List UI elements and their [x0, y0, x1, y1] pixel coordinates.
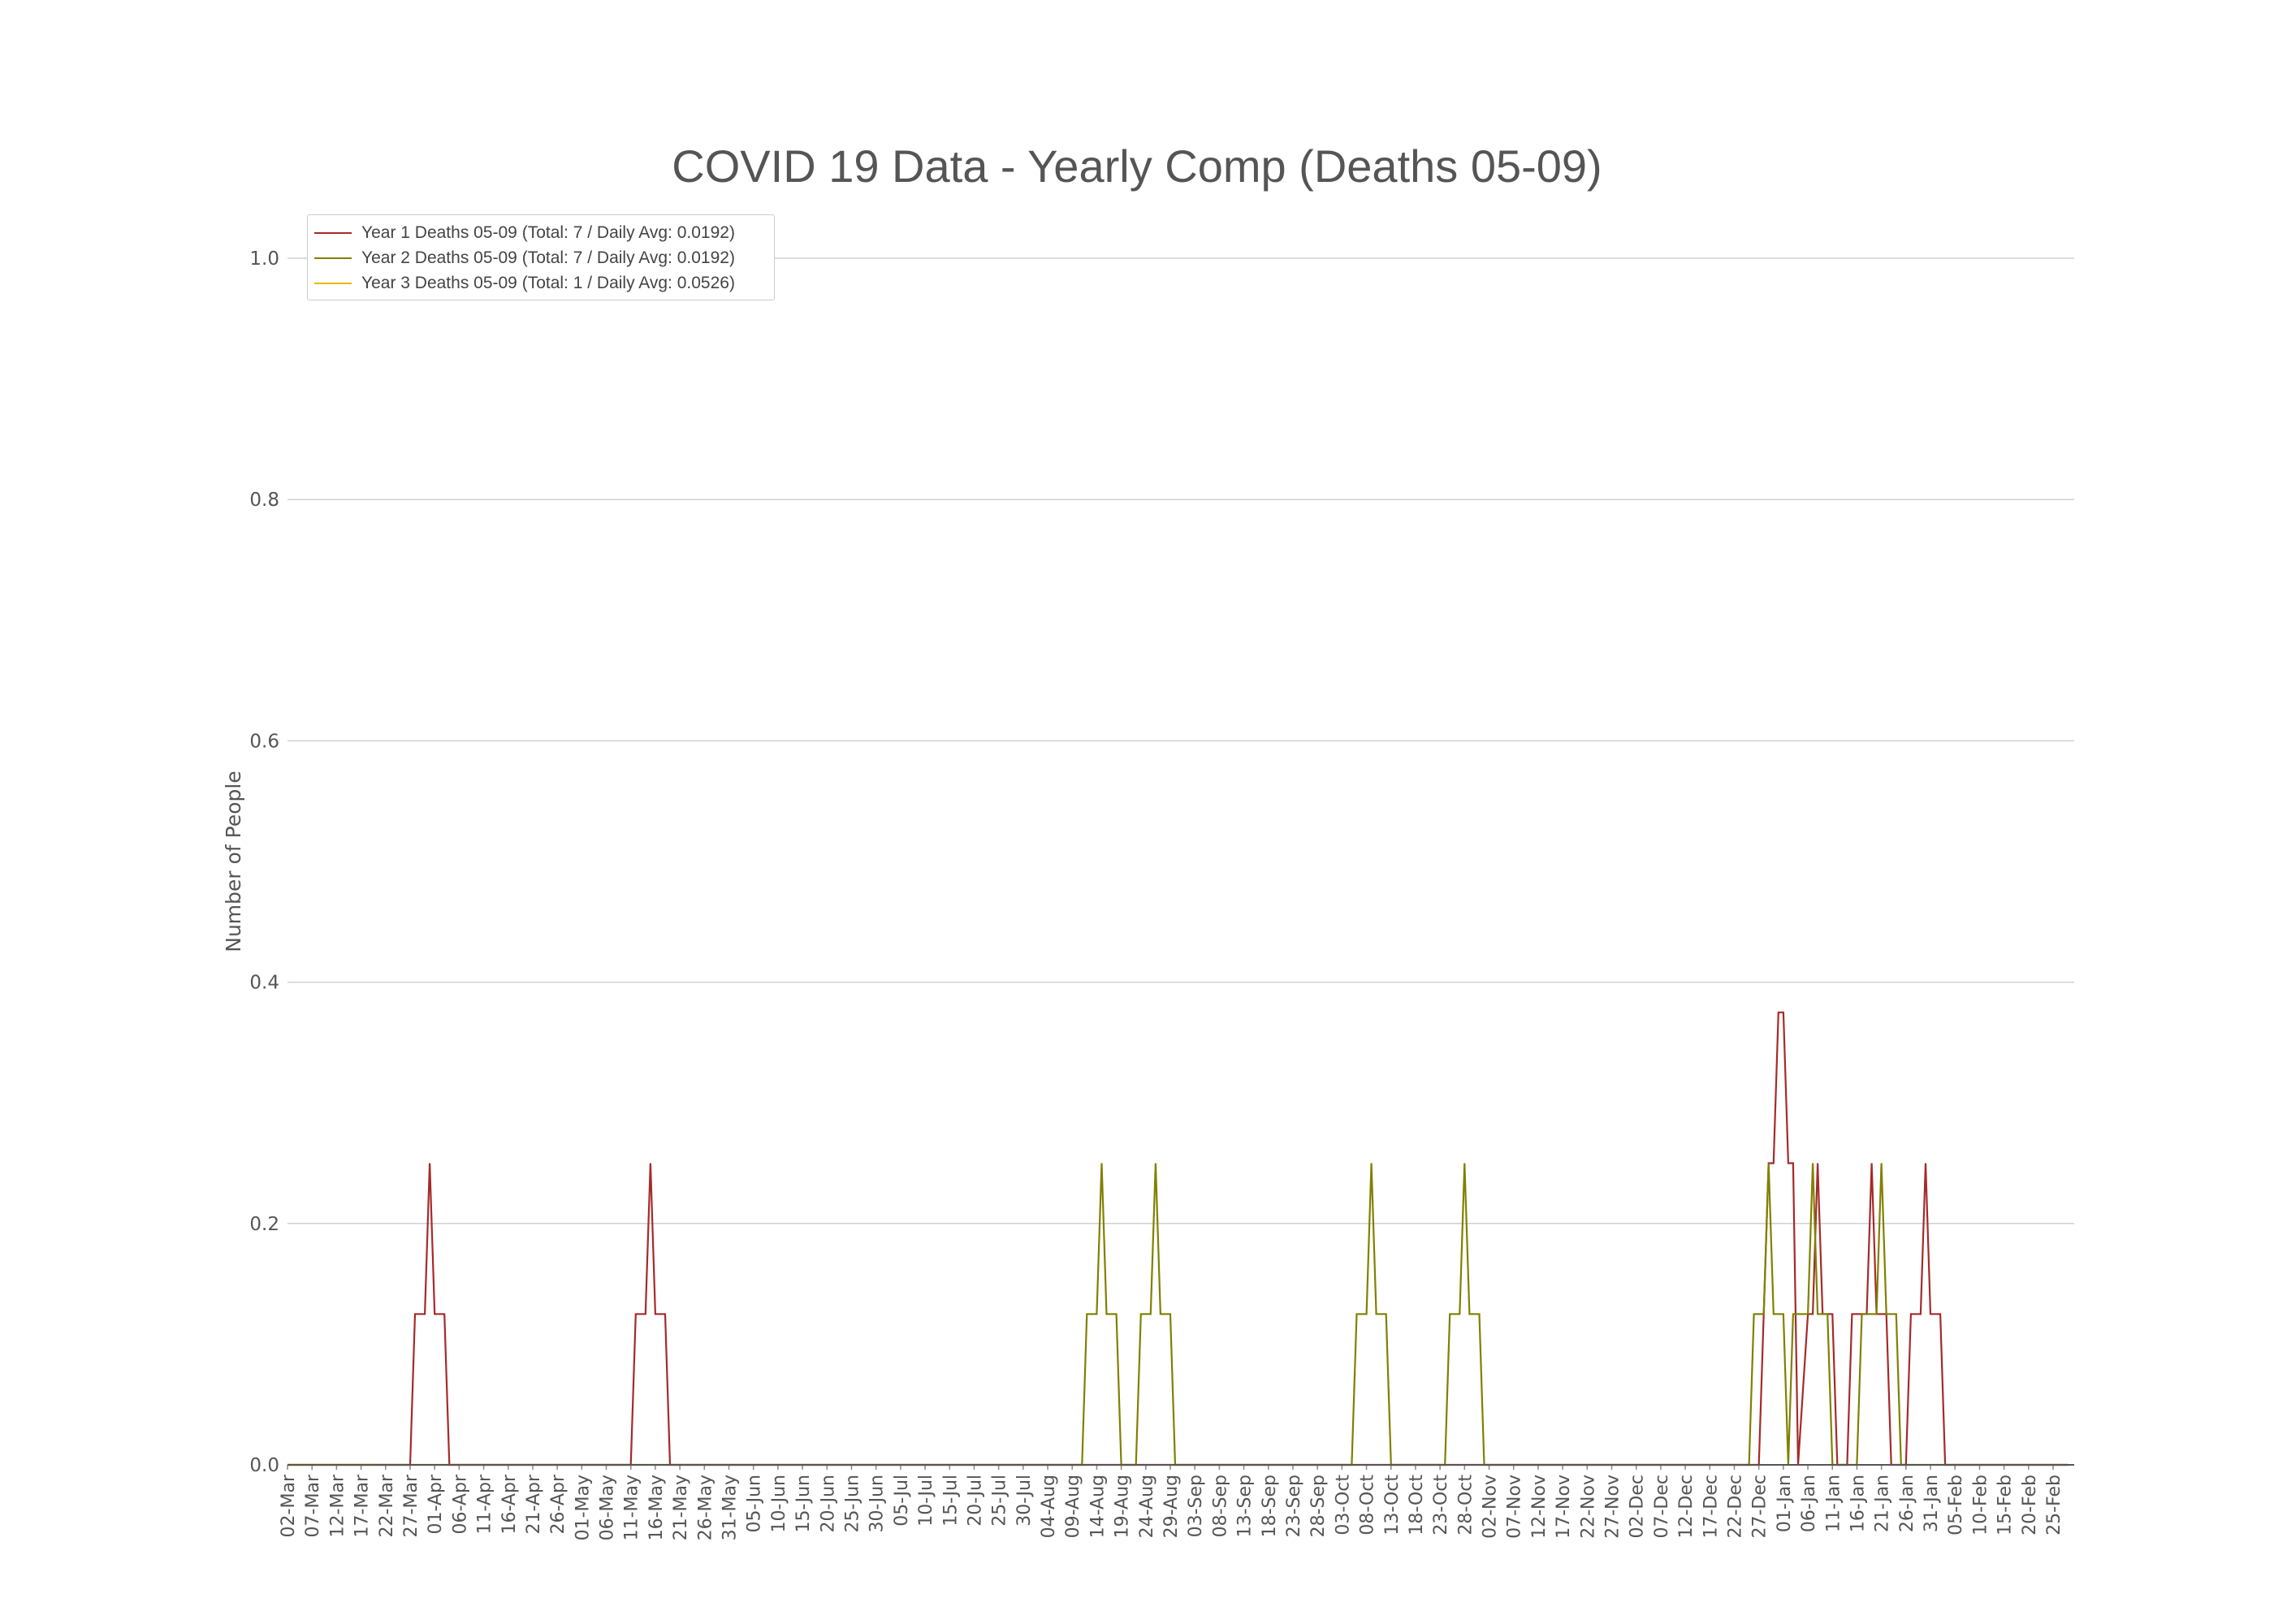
x-tick-label: 04-Aug [1039, 1475, 1059, 1538]
x-tick-label: 02-Nov [1481, 1475, 1501, 1539]
x-tick-label: 01-Jan [1775, 1475, 1795, 1532]
x-tick-label: 06-Apr [450, 1474, 470, 1534]
legend-label-year-2: Year 2 Deaths 05-09 (Total: 7 / Daily Av… [361, 248, 735, 267]
x-tick-label: 27-Dec [1750, 1475, 1770, 1539]
x-tick-label: 12-Dec [1676, 1475, 1697, 1539]
legend-swatch-year-2 [314, 257, 352, 259]
y-tick-label: 0.2 [249, 1214, 279, 1235]
x-tick-label: 20-Feb [2020, 1475, 2040, 1535]
x-tick-label: 31-May [720, 1475, 741, 1540]
x-tick-label: 11-Apr [475, 1474, 495, 1534]
x-tick-label: 12-Mar [327, 1474, 348, 1537]
x-tick-label: 28-Oct [1455, 1475, 1476, 1535]
x-tick-label: 05-Jun [745, 1475, 765, 1533]
x-tick-label: 02-Mar [279, 1474, 299, 1537]
y-tick-label: 0.6 [249, 731, 279, 752]
x-tick-label: 19-Aug [1113, 1475, 1133, 1538]
x-tick-label: 15-Jul [940, 1475, 961, 1527]
x-tick-label: 05-Jul [892, 1475, 912, 1527]
x-tick-label: 26-May [695, 1475, 715, 1540]
x-tick-label: 17-Mar [352, 1474, 373, 1537]
x-tick-label: 07-Mar [303, 1474, 323, 1537]
x-tick-label: 13-Sep [1235, 1475, 1256, 1537]
x-tick-label: 13-Oct [1382, 1475, 1403, 1535]
x-tick-label: 16-Apr [499, 1474, 520, 1534]
x-tick-label: 24-Aug [1137, 1475, 1157, 1538]
x-tick-label: 03-Oct [1333, 1475, 1353, 1535]
x-tick-label: 23-Oct [1431, 1475, 1451, 1535]
x-tick-label: 15-Feb [1995, 1475, 2016, 1535]
x-tick-label: 07-Dec [1652, 1475, 1672, 1539]
x-tick-label: 02-Dec [1628, 1475, 1648, 1539]
legend-item-year-1: Year 1 Deaths 05-09 (Total: 7 / Daily Av… [314, 221, 735, 245]
legend-swatch-year-3 [314, 283, 352, 284]
x-tick-label: 18-Sep [1260, 1475, 1280, 1537]
x-tick-label: 09-Aug [1063, 1475, 1083, 1538]
x-tick-label: 10-Feb [1970, 1475, 1991, 1535]
x-tick-label: 11-May [622, 1475, 642, 1540]
x-tick-label: 30-Jul [1014, 1475, 1035, 1527]
series-line-year-1 [287, 1011, 2069, 1466]
x-tick-label: 21-Apr [524, 1474, 544, 1534]
x-tick-label: 20-Jun [818, 1475, 838, 1533]
x-tick-label: 05-Feb [1946, 1475, 1966, 1535]
x-tick-label: 26-Jan [1897, 1475, 1917, 1532]
x-tick-label: 17-Nov [1554, 1475, 1574, 1539]
x-tick-label: 08-Oct [1358, 1475, 1378, 1535]
y-tick-label: 1.0 [249, 248, 279, 270]
x-tick-label: 07-Nov [1505, 1475, 1525, 1539]
x-tick-label: 10-Jul [916, 1475, 936, 1527]
x-tick-label: 14-Aug [1087, 1475, 1108, 1538]
x-tick-label: 16-May [646, 1475, 667, 1540]
y-tick-label: 0.4 [249, 973, 279, 994]
x-tick-label: 10-Jun [769, 1475, 789, 1533]
x-tick-label: 21-May [671, 1475, 691, 1540]
series-line-year-2 [287, 1163, 2069, 1466]
legend-label-year-1: Year 1 Deaths 05-09 (Total: 7 / Daily Av… [361, 223, 735, 242]
x-tick-label: 16-Jan [1848, 1475, 1868, 1532]
x-tick-label: 01-May [573, 1475, 593, 1540]
x-tick-label: 25-Feb [2044, 1475, 2064, 1535]
legend: Year 1 Deaths 05-09 (Total: 7 / Daily Av… [307, 214, 775, 300]
x-tick-label: 12-Nov [1529, 1475, 1550, 1539]
chart-title: COVID 19 Data - Yearly Comp (Deaths 05-0… [672, 140, 1602, 192]
y-tick-label: 0.8 [249, 490, 279, 511]
x-tick-label: 23-Sep [1284, 1475, 1304, 1537]
x-tick-label: 17-Dec [1701, 1475, 1721, 1539]
x-tick-label: 27-Nov [1603, 1475, 1623, 1539]
x-tick-label: 06-Jan [1799, 1475, 1819, 1532]
x-tick-label: 29-Aug [1161, 1475, 1182, 1538]
x-tick-label: 26-Apr [548, 1474, 568, 1534]
legend-item-year-3: Year 3 Deaths 05-09 (Total: 1 / Daily Av… [314, 271, 735, 296]
x-tick-label: 25-Jun [842, 1475, 862, 1533]
x-tick-label: 08-Sep [1210, 1475, 1230, 1537]
legend-swatch-year-1 [314, 232, 352, 234]
x-tick-label: 06-May [598, 1475, 618, 1540]
x-tick-label: 31-Jan [1922, 1475, 1942, 1532]
x-tick-label: 11-Jan [1823, 1475, 1844, 1532]
x-tick-label: 03-Sep [1186, 1475, 1206, 1537]
x-tick-label: 18-Oct [1407, 1475, 1427, 1535]
x-tick-label: 22-Mar [377, 1474, 397, 1537]
x-tick-label: 27-Mar [401, 1474, 422, 1537]
x-tick-label: 22-Dec [1725, 1475, 1745, 1539]
x-tick-label: 15-Jun [793, 1475, 814, 1533]
x-tick-label: 30-Jun [867, 1475, 888, 1533]
x-tick-label: 22-Nov [1578, 1475, 1598, 1539]
legend-label-year-3: Year 3 Deaths 05-09 (Total: 1 / Daily Av… [361, 274, 735, 292]
legend-item-year-2: Year 2 Deaths 05-09 (Total: 7 / Daily Av… [314, 246, 735, 270]
x-tick-label: 25-Jul [990, 1475, 1010, 1527]
x-tick-label: 21-Jan [1873, 1475, 1893, 1532]
x-tick-label: 28-Sep [1308, 1475, 1329, 1537]
y-axis-label: Number of People [222, 771, 245, 952]
x-tick-label: 20-Jul [965, 1475, 985, 1527]
y-tick-label: 0.0 [249, 1455, 279, 1476]
x-tick-label: 01-Apr [426, 1474, 446, 1534]
